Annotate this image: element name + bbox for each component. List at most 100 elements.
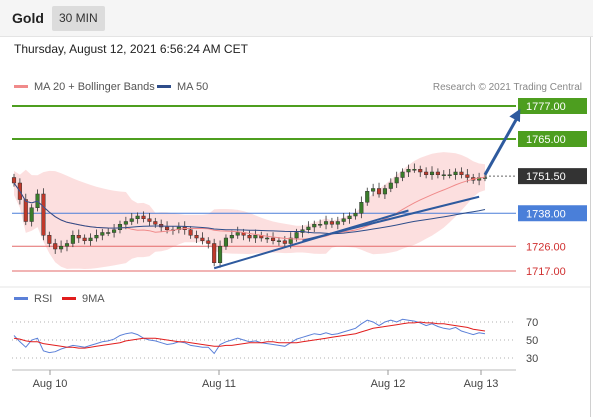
ma9-legend-swatch (62, 297, 76, 300)
chart-header: Gold 30 MIN (0, 0, 593, 37)
level-label-1717-00: 1717.00 (526, 266, 566, 278)
candle-body (353, 213, 358, 217)
candle-body (276, 240, 281, 242)
bollinger-band (14, 152, 485, 269)
candle-body (365, 191, 370, 203)
candle-body (323, 221, 329, 225)
candle-body (447, 174, 452, 176)
candle-body (123, 221, 128, 225)
candle-body (235, 232, 240, 236)
candle-body (82, 237, 87, 241)
candle-body (418, 169, 423, 173)
candle-body (382, 188, 387, 195)
candle-body (23, 199, 28, 222)
candle-body (247, 235, 252, 239)
candle-body (359, 202, 364, 214)
candle-body (400, 171, 405, 178)
rsi-tick-50: 50 (526, 335, 538, 347)
candle-body (441, 174, 446, 176)
candle-body (459, 171, 464, 175)
candle-body (94, 235, 99, 239)
candle-body (376, 188, 382, 195)
candle-body (223, 237, 228, 247)
current-price-tag (518, 168, 587, 185)
candle-body (465, 174, 470, 178)
rsi-tick-30: 30 (526, 353, 538, 365)
candle-body (265, 237, 270, 240)
candle-body (424, 171, 429, 175)
trend-line-2 (302, 195, 480, 242)
candle-body (271, 237, 276, 241)
rsi-ma9-line (13, 321, 486, 349)
candle-body (294, 232, 299, 239)
candle-body (347, 215, 352, 219)
candle-body (253, 235, 258, 239)
candle-body (412, 169, 417, 171)
ma20-legend-label: MA 20 + Bollinger Bands (34, 81, 155, 93)
level-label-1751-50: 1751.50 (526, 171, 566, 183)
x-tick-label: Aug 11 (202, 378, 236, 390)
candle-body (229, 235, 234, 239)
rsi-legend-label: RSI (34, 293, 52, 305)
projection-arrow-head (509, 108, 521, 123)
level-tag-1765-00 (518, 131, 587, 147)
candle-body (153, 221, 158, 225)
level-label-1738-00: 1738.00 (526, 208, 566, 220)
candle-body (406, 169, 411, 173)
x-tick-label: Aug 12 (371, 378, 406, 390)
candle-body (41, 193, 46, 236)
candle-body (47, 235, 52, 244)
candle-body (53, 243, 58, 250)
candle-body (88, 237, 93, 241)
rsi-line (13, 318, 486, 355)
candle-body (106, 232, 111, 234)
x-tick-label: Aug 10 (33, 378, 68, 390)
ma50-line (13, 182, 486, 235)
candle-body (141, 215, 146, 219)
candle-body (188, 229, 193, 236)
candle-body (129, 218, 134, 222)
credit-label: Research © 2021 Trading Central (433, 82, 582, 93)
candle-body (135, 215, 140, 219)
candle-body (165, 226, 170, 230)
candle-body (29, 207, 34, 222)
candle-body (329, 221, 334, 225)
candle-body (176, 226, 181, 230)
level-label-1765-00: 1765.00 (526, 134, 566, 146)
candle-body (435, 171, 440, 175)
candle-body (70, 235, 75, 244)
candle-body (59, 246, 64, 250)
candle-body (76, 235, 81, 239)
candle-body (371, 188, 376, 192)
right-border (590, 37, 591, 417)
candle-body (453, 171, 458, 175)
candle-body (64, 243, 70, 247)
ma50-legend-label: MA 50 (177, 81, 208, 93)
candle-body (282, 240, 287, 244)
candle-body (388, 182, 393, 189)
level-tag-1777-00 (518, 98, 587, 114)
candle-body (100, 232, 105, 236)
candle-body (117, 224, 123, 230)
ma50-legend-swatch (157, 85, 171, 88)
candle-body (318, 224, 323, 226)
candle-body (394, 177, 399, 184)
candle-body (206, 240, 211, 244)
timeframe-badge[interactable]: 30 MIN (52, 6, 105, 31)
candle-body (11, 177, 17, 184)
candle-body (341, 218, 346, 222)
rsi-legend-swatch (14, 297, 28, 300)
x-tick-label: Aug 13 (464, 378, 499, 390)
candle-body (212, 243, 217, 263)
candle-body (200, 237, 205, 241)
candle-body (147, 218, 152, 222)
candle-body (312, 224, 317, 228)
level-tag-1738-00 (518, 205, 587, 222)
level-label-1726-00: 1726.00 (526, 241, 566, 253)
candle-body (194, 235, 199, 239)
ma9-legend-label: 9MA (82, 293, 105, 305)
candle-body (112, 229, 117, 233)
candle-body (429, 171, 435, 175)
ma20-legend-swatch (14, 85, 28, 88)
